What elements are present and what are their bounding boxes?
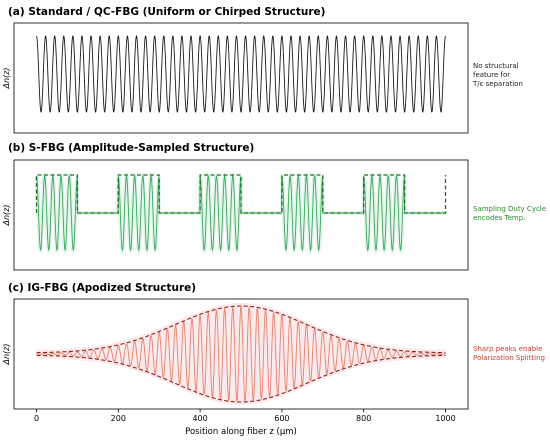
x-axis-label: Position along fiber z (μm) xyxy=(185,427,297,437)
panel-a: (a) Standard / QC-FBG (Uniform or Chirpe… xyxy=(2,6,523,134)
panel-a-annotation-line-3: T/ε separation xyxy=(472,80,523,88)
panel-c-title: (c) IG-FBG (Apodized Structure) xyxy=(8,282,196,294)
panel-a-annotation-line-2: feature for xyxy=(473,71,510,79)
panel-c-annotation-line-1: Sharp peaks enable xyxy=(473,345,542,353)
panel-a-grating-signal xyxy=(36,35,446,113)
panel-b-frame xyxy=(13,159,469,271)
x-tick-label-1000: 1000 xyxy=(435,414,455,423)
x-axis: 0 200 400 600 800 1000 xyxy=(34,409,456,423)
x-tick-label-0: 0 xyxy=(34,414,39,423)
panel-b-annotation-line-2: encodes Temp. xyxy=(473,214,525,222)
panel-b-sampling-envelope xyxy=(35,174,447,214)
panel-a-frame xyxy=(13,22,469,134)
panel-b-annotation: Sampling Duty Cycle encodes Temp. xyxy=(473,205,548,222)
panel-c-envelope-upper xyxy=(36,305,446,354)
panel-c-grating-signal xyxy=(36,305,446,403)
panel-b: (b) S-FBG (Amplitude-Sampled Structure) … xyxy=(2,142,548,271)
panel-c-annotation-line-2: Polarization Splitting xyxy=(473,354,545,362)
panel-c-envelope-lower xyxy=(36,354,446,403)
x-tick-label-400: 400 xyxy=(192,414,207,423)
panel-a-ylabel: Δn(z) xyxy=(2,68,11,90)
panel-b-ylabel: Δn(z) xyxy=(2,205,11,227)
x-tick-label-200: 200 xyxy=(111,414,126,423)
x-tick-label-800: 800 xyxy=(356,414,371,423)
panel-a-annotation-line-1: No structural xyxy=(473,62,519,70)
panel-a-title: (a) Standard / QC-FBG (Uniform or Chirpe… xyxy=(8,6,325,18)
panel-c: (c) IG-FBG (Apodized Structure) Δn(z) Sh… xyxy=(2,282,545,410)
panel-c-annotation: Sharp peaks enable Polarization Splittin… xyxy=(473,345,545,362)
panel-b-annotation-line-1: Sampling Duty Cycle xyxy=(473,205,546,213)
panel-a-annotation: No structural feature for T/ε separation xyxy=(472,62,523,88)
panel-c-frame xyxy=(13,298,469,410)
panel-c-ylabel: Δn(z) xyxy=(2,344,11,366)
panel-c-glow xyxy=(36,303,446,405)
panel-b-title: (b) S-FBG (Amplitude-Sampled Structure) xyxy=(8,142,254,154)
x-tick-label-600: 600 xyxy=(274,414,289,423)
